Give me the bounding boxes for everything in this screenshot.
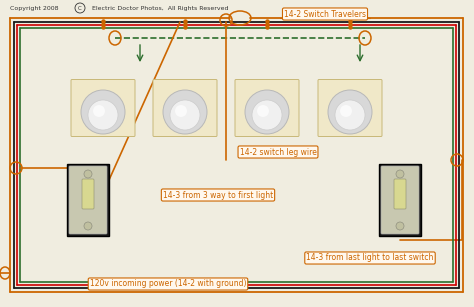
Bar [67, 164, 109, 236]
Circle shape [396, 222, 404, 230]
FancyBboxPatch shape [235, 80, 299, 137]
Text: 14-3 from last light to last switch: 14-3 from last light to last switch [306, 254, 434, 262]
Circle shape [84, 170, 92, 178]
Text: Electric Doctor Photos,  All Rights Reserved: Electric Doctor Photos, All Rights Reser… [92, 6, 228, 10]
Circle shape [257, 105, 269, 117]
Circle shape [93, 105, 105, 117]
Circle shape [335, 100, 365, 130]
FancyBboxPatch shape [153, 80, 217, 137]
FancyBboxPatch shape [82, 179, 94, 209]
FancyBboxPatch shape [71, 80, 135, 137]
Text: C: C [78, 6, 82, 10]
Circle shape [245, 90, 289, 134]
Circle shape [170, 100, 200, 130]
Text: 14-2 switch leg wire: 14-2 switch leg wire [239, 147, 317, 157]
Circle shape [88, 100, 118, 130]
FancyBboxPatch shape [394, 179, 406, 209]
Text: 14-3 from 3 way to first light: 14-3 from 3 way to first light [163, 191, 273, 200]
Circle shape [81, 90, 125, 134]
Circle shape [396, 170, 404, 178]
FancyBboxPatch shape [69, 166, 107, 234]
Circle shape [175, 105, 187, 117]
Circle shape [163, 90, 207, 134]
Bar [379, 164, 421, 236]
Circle shape [84, 222, 92, 230]
Circle shape [340, 105, 352, 117]
Circle shape [328, 90, 372, 134]
Text: Copyright 2008: Copyright 2008 [10, 6, 58, 10]
Circle shape [252, 100, 282, 130]
Text: 120v incoming power (14-2 with ground): 120v incoming power (14-2 with ground) [90, 279, 246, 289]
FancyBboxPatch shape [318, 80, 382, 137]
Text: 14-2 Switch Travelers: 14-2 Switch Travelers [284, 10, 366, 18]
FancyBboxPatch shape [381, 166, 419, 234]
